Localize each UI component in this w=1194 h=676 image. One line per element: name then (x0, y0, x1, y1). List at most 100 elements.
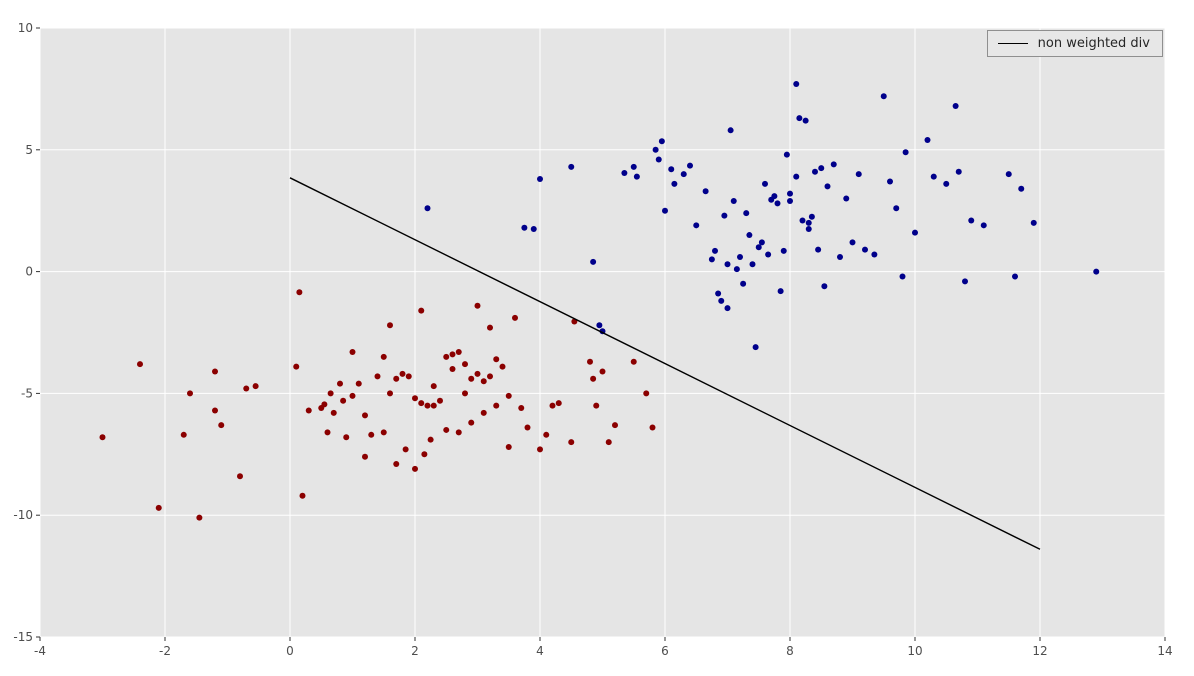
red-cluster-point (180, 431, 187, 438)
red-cluster-point (474, 370, 481, 377)
red-cluster-point (430, 402, 437, 409)
y-tick-label: 0 (25, 265, 33, 279)
red-cluster-point (449, 366, 456, 373)
blue-cluster-point (752, 344, 759, 351)
blue-cluster-point (1030, 219, 1037, 226)
x-tick-label: 10 (907, 644, 922, 658)
red-cluster-point (393, 461, 400, 468)
red-cluster-point (399, 370, 406, 377)
red-cluster-point (455, 429, 462, 436)
red-cluster-point (612, 422, 618, 429)
x-tick-label: -2 (159, 644, 171, 658)
blue-cluster-point (746, 232, 753, 239)
red-cluster-point (605, 439, 612, 446)
blue-cluster-point (712, 247, 718, 254)
x-tick-label: 12 (1032, 644, 1047, 658)
red-cluster-point (555, 400, 562, 407)
red-cluster-point (437, 397, 443, 404)
red-cluster-point (237, 473, 243, 480)
red-cluster-point (362, 412, 368, 419)
red-cluster-point (324, 429, 331, 436)
red-cluster-point (493, 356, 500, 363)
red-cluster-point (499, 363, 506, 370)
blue-cluster-point (596, 322, 603, 329)
blue-cluster-point (837, 253, 843, 260)
y-tick-label: -10 (13, 508, 33, 522)
blue-cluster-point (855, 171, 862, 178)
red-cluster-point (340, 397, 347, 404)
red-cluster-point (543, 431, 550, 438)
blue-cluster-point (1012, 273, 1018, 280)
blue-cluster-point (793, 173, 800, 180)
red-cluster-point (155, 504, 162, 511)
blue-cluster-point (758, 239, 765, 246)
blue-cluster-point (568, 163, 575, 170)
red-cluster-point (537, 446, 543, 453)
blue-cluster-point (630, 163, 637, 170)
blue-cluster-point (724, 305, 731, 312)
red-cluster-point (468, 375, 475, 382)
red-cluster-point (418, 307, 425, 314)
blue-cluster-point (774, 200, 781, 207)
red-cluster-point (518, 405, 525, 412)
blue-cluster-point (805, 225, 812, 232)
blue-cluster-point (899, 273, 906, 280)
blue-cluster-point (718, 297, 725, 304)
red-cluster-point (427, 436, 434, 443)
red-cluster-point (643, 390, 650, 397)
red-cluster-point (296, 289, 303, 296)
red-cluster-point (243, 385, 250, 392)
red-cluster-point (593, 402, 600, 409)
blue-cluster-point (793, 81, 800, 88)
red-cluster-point (393, 375, 400, 382)
red-cluster-point (505, 443, 512, 450)
blue-cluster-point (530, 225, 537, 232)
legend-line-sample (997, 43, 1028, 44)
blue-cluster-point (668, 166, 675, 173)
red-cluster-point (462, 361, 468, 368)
red-cluster-point (421, 451, 428, 458)
blue-cluster-point (662, 207, 668, 214)
red-cluster-point (449, 351, 456, 358)
blue-cluster-point (733, 266, 740, 273)
blue-cluster-point (830, 161, 837, 168)
blue-cluster-point (912, 229, 918, 236)
y-tick-label: 10 (18, 21, 33, 35)
blue-cluster-point (815, 246, 822, 253)
blue-cluster-point (633, 173, 640, 180)
red-cluster-point (587, 358, 593, 365)
x-tick-label: 0 (286, 644, 294, 658)
x-tick-label: 14 (1157, 644, 1172, 658)
red-cluster-point (380, 429, 387, 436)
blue-cluster-point (980, 222, 987, 229)
red-cluster-point (349, 392, 356, 399)
red-cluster-point (487, 324, 493, 331)
blue-cluster-point (743, 210, 750, 217)
red-cluster-point (368, 431, 375, 438)
blue-cluster-point (943, 180, 950, 187)
red-cluster-point (412, 465, 418, 472)
red-cluster-point (590, 375, 597, 382)
red-cluster-point (462, 390, 468, 397)
red-cluster-point (343, 434, 350, 441)
blue-cluster-point (537, 176, 543, 183)
blue-cluster-point (962, 278, 968, 285)
red-cluster-point (362, 453, 368, 460)
red-cluster-point (412, 395, 418, 402)
blue-cluster-point (887, 178, 893, 185)
blue-cluster-point (924, 137, 931, 144)
blue-cluster-point (952, 102, 959, 109)
blue-cluster-point (821, 283, 828, 290)
decision-boundary-line (289, 177, 1041, 550)
red-cluster-point (630, 358, 637, 365)
red-cluster-point (374, 373, 381, 380)
red-cluster-point (137, 361, 143, 368)
red-cluster-point (187, 390, 193, 397)
red-cluster-point (405, 373, 412, 380)
red-cluster-point (443, 426, 450, 433)
blue-cluster-point (727, 127, 734, 134)
legend-label: non weighted div (1037, 36, 1150, 51)
blue-cluster-point (787, 190, 793, 197)
